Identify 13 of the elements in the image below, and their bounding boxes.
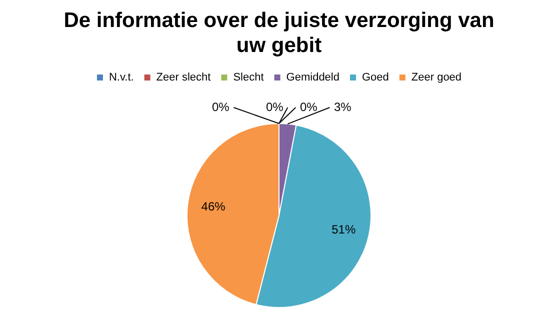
data-label: 51%: [332, 222, 356, 236]
text: 0%: [266, 100, 284, 114]
data-label: 46%: [201, 200, 226, 214]
legend-label: N.v.t.: [108, 72, 134, 84]
chart-title: De informatie over de juiste verzorging van uw gebit: [62, 8, 496, 58]
text: 0%: [300, 100, 318, 114]
legend-label: Slecht: [233, 72, 264, 84]
legend-label: Goed: [362, 72, 389, 84]
legend-label: Zeer slecht: [156, 72, 211, 84]
data-label: 3%: [334, 100, 352, 114]
legend-label: Zeer goed: [411, 72, 462, 84]
text: 0%: [212, 100, 230, 114]
legend-label: Gemiddeld: [286, 72, 340, 84]
